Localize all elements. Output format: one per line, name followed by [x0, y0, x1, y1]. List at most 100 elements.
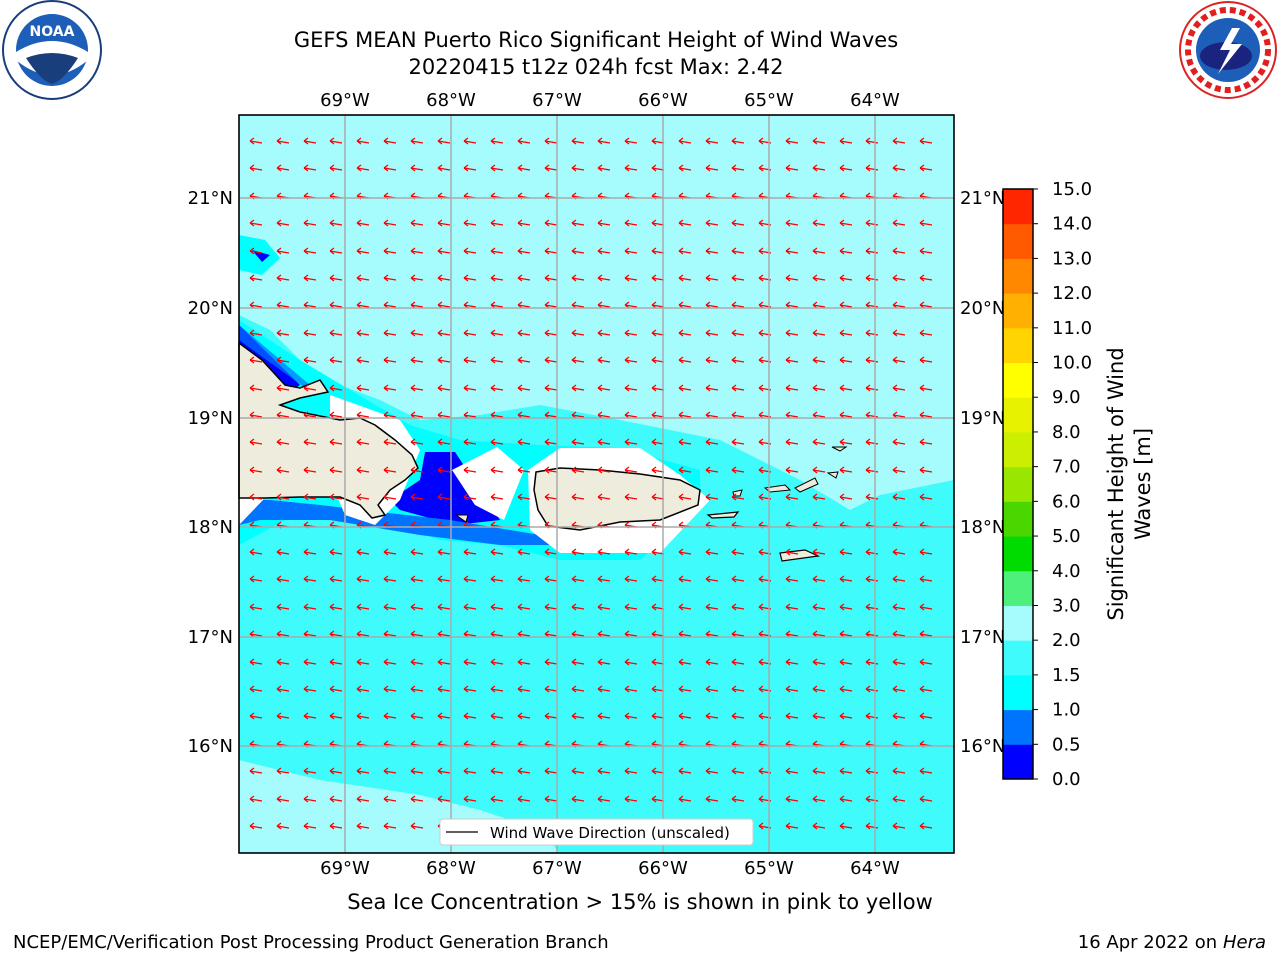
footer-credit: NCEP/EMC/Verification Post Processing Pr… [13, 932, 609, 953]
wind-arrow [517, 603, 531, 611]
colorbar-tick-label: 6.0 [1052, 491, 1081, 512]
legend-label: Wind Wave Direction (unscaled) [490, 824, 730, 842]
wind-arrow [329, 685, 343, 693]
colorbar-segment [1003, 431, 1033, 468]
lon-label-top: 64°W [850, 90, 900, 111]
wind-arrow [410, 548, 424, 556]
wind-arrow [356, 712, 370, 720]
wind-arrow [892, 575, 906, 583]
wind-arrow [892, 274, 906, 282]
colorbar-segment [1003, 362, 1033, 398]
wind-arrow [651, 575, 665, 583]
lat-label-right: 16°N [960, 736, 1005, 757]
colorbar-segment [1003, 327, 1033, 364]
wind-arrow [624, 137, 638, 145]
wind-arrow [303, 493, 317, 501]
wind-arrow [839, 274, 853, 282]
wind-arrow [410, 164, 424, 172]
wind-arrow [303, 356, 317, 364]
wind-arrow [571, 356, 585, 364]
wind-arrow [276, 658, 290, 666]
wind-arrow [705, 795, 719, 803]
wind-arrow [571, 603, 585, 611]
wind-arrow [785, 712, 799, 720]
wind-arrow [383, 247, 397, 255]
wind-arrow [303, 247, 317, 255]
wind-arrow [303, 822, 317, 830]
wind-arrow [812, 438, 826, 446]
wind-arrow [919, 548, 933, 556]
wind-arrow [812, 658, 826, 666]
wind-arrow [517, 658, 531, 666]
noaa-logo-text: NOAA [30, 24, 75, 40]
wind-arrow [865, 658, 879, 666]
wind-arrow [624, 575, 638, 583]
wind-arrow [705, 658, 719, 666]
wind-arrow [839, 795, 853, 803]
wind-arrow [437, 603, 451, 611]
wind-arrow [249, 493, 263, 501]
wind-arrow [544, 658, 558, 666]
wind-arrow [919, 712, 933, 720]
wind-arrow [276, 548, 290, 556]
wind-arrow [571, 438, 585, 446]
wind-arrow [624, 685, 638, 693]
wind-arrow [517, 274, 531, 282]
wind-arrow [839, 822, 853, 830]
wind-arrow [249, 575, 263, 583]
colorbar-segment [1003, 501, 1033, 537]
wind-arrow [463, 767, 477, 775]
wind-arrow [544, 712, 558, 720]
wind-arrow [571, 219, 585, 227]
wind-arrow [731, 274, 745, 282]
lon-label-bottom: 64°W [850, 858, 900, 879]
wind-arrow [356, 356, 370, 364]
wind-arrow [490, 274, 504, 282]
wind-arrow [892, 247, 906, 255]
wind-arrow [437, 356, 451, 364]
wind-arrow [731, 712, 745, 720]
wind-arrow [249, 712, 263, 720]
wind-arrow [410, 356, 424, 364]
wind-arrow [276, 575, 290, 583]
wind-arrow [865, 795, 879, 803]
wind-arrow [651, 493, 665, 501]
wind-arrow [276, 438, 290, 446]
wind-arrow [517, 795, 531, 803]
wind-arrow [329, 384, 343, 392]
wind-arrow [705, 685, 719, 693]
wind-arrow [919, 384, 933, 392]
wind-arrow [705, 493, 719, 501]
wind-arrow [624, 603, 638, 611]
wind-arrow [892, 466, 906, 474]
wind-arrow [812, 548, 826, 556]
wind-arrow [383, 822, 397, 830]
wind-arrow [329, 603, 343, 611]
wind-arrow [463, 384, 477, 392]
wind-arrow [865, 356, 879, 364]
wind-arrow [919, 274, 933, 282]
wind-arrow [624, 164, 638, 172]
wind-arrow [437, 164, 451, 172]
wind-arrow [839, 493, 853, 501]
wind-arrow [839, 137, 853, 145]
footer-host: Hera [1222, 932, 1266, 953]
wind-arrow [919, 795, 933, 803]
wind-arrow [303, 438, 317, 446]
wind-arrow [839, 603, 853, 611]
colorbar-segment [1003, 466, 1033, 502]
wind-arrow [544, 548, 558, 556]
wind-arrow [329, 274, 343, 282]
wind-arrow [571, 164, 585, 172]
wind-arrow [463, 438, 477, 446]
colorbar-tick-label: 4.0 [1052, 561, 1081, 582]
wind-arrow [571, 658, 585, 666]
wind-arrow [865, 712, 879, 720]
wind-arrow [571, 767, 585, 775]
wind-arrow [785, 274, 799, 282]
lon-label-top: 67°W [532, 90, 582, 111]
wind-arrow [597, 795, 611, 803]
wind-arrow [410, 685, 424, 693]
wind-arrow [490, 575, 504, 583]
wind-arrow [517, 575, 531, 583]
